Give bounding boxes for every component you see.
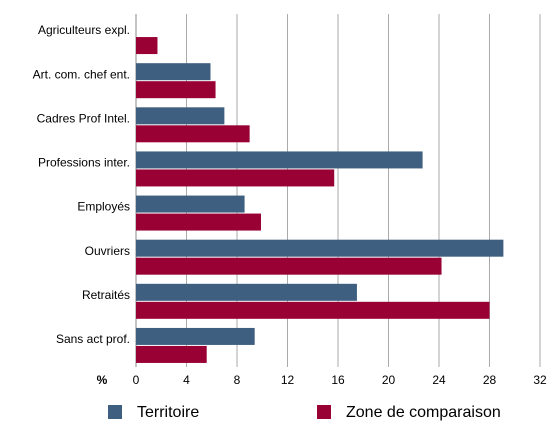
bar: [136, 63, 211, 81]
x-axis-label: %: [97, 373, 108, 387]
bar: [136, 327, 255, 345]
y-tick-label: Ouvriers: [85, 244, 130, 258]
bar: [136, 345, 207, 363]
x-tick-label: 24: [432, 373, 446, 387]
x-tick-label: 12: [281, 373, 295, 387]
bar: [136, 107, 225, 125]
bar: [136, 301, 490, 319]
legend-swatch: [317, 405, 331, 419]
y-tick-label: Art. com. chef ent.: [33, 67, 130, 81]
bar: [136, 125, 250, 143]
bar: [136, 239, 504, 257]
x-tick-label: 8: [234, 373, 241, 387]
bar: [136, 151, 423, 169]
x-tick-label: 28: [483, 373, 497, 387]
bar: [136, 195, 245, 213]
bar: [136, 37, 158, 55]
legend-swatch: [108, 405, 122, 419]
legend-label: Territoire: [137, 404, 199, 421]
bar: [136, 81, 216, 99]
x-tick-label: 4: [183, 373, 190, 387]
y-tick-label: Agriculteurs expl.: [38, 23, 130, 37]
x-tick-label: 0: [133, 373, 140, 387]
x-tick-label: 20: [382, 373, 396, 387]
y-tick-label: Professions inter.: [38, 156, 130, 170]
legend-label: Zone de comparaison: [346, 404, 501, 421]
y-tick-label: Employés: [77, 200, 130, 214]
bar: [136, 283, 357, 301]
x-tick-label: 16: [331, 373, 345, 387]
bar: [136, 257, 442, 275]
x-tick-label: 32: [533, 373, 547, 387]
y-tick-label: Cadres Prof Intel.: [37, 111, 130, 125]
y-tick-label: Sans act prof.: [56, 332, 130, 346]
bar: [136, 213, 261, 231]
y-tick-label: Retraités: [82, 288, 130, 302]
bar: [136, 169, 335, 187]
